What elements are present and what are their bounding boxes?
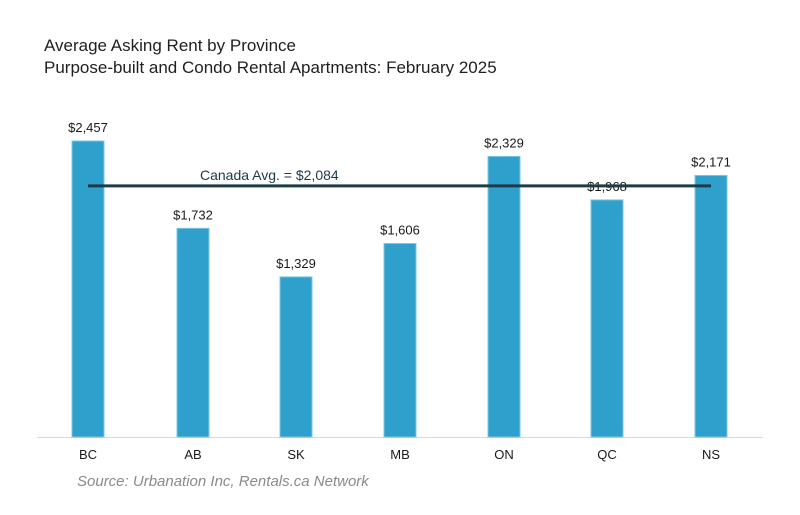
source-note: Source: Urbanation Inc, Rentals.ca Netwo…: [77, 473, 369, 490]
category-label-bc: BC: [79, 447, 97, 462]
category-label-qc: QC: [597, 447, 617, 462]
bar-ab: [176, 227, 210, 438]
canada-average-label: Canada Avg. = $2,084: [200, 167, 339, 183]
chart-subtitle: Purpose-built and Condo Rental Apartment…: [44, 58, 497, 77]
bar-qc: [590, 199, 624, 438]
value-label-on: $2,329: [484, 135, 524, 150]
chart-title: Average Asking Rent by Province: [44, 36, 296, 55]
category-label-on: ON: [494, 447, 514, 462]
bar-on: [487, 155, 521, 438]
category-label-ns: NS: [702, 447, 720, 462]
value-label-bc: $2,457: [68, 120, 108, 135]
bar-mb: [383, 243, 417, 438]
bar-sk: [279, 276, 313, 438]
category-label-sk: SK: [287, 447, 305, 462]
value-label-ns: $2,171: [691, 154, 731, 169]
bar-bc: [71, 140, 105, 438]
category-label-ab: AB: [184, 447, 201, 462]
category-label-mb: MB: [390, 447, 410, 462]
value-label-sk: $1,329: [276, 256, 316, 271]
bar-ns: [694, 174, 728, 438]
value-label-ab: $1,732: [173, 207, 213, 222]
value-label-mb: $1,606: [380, 223, 420, 238]
